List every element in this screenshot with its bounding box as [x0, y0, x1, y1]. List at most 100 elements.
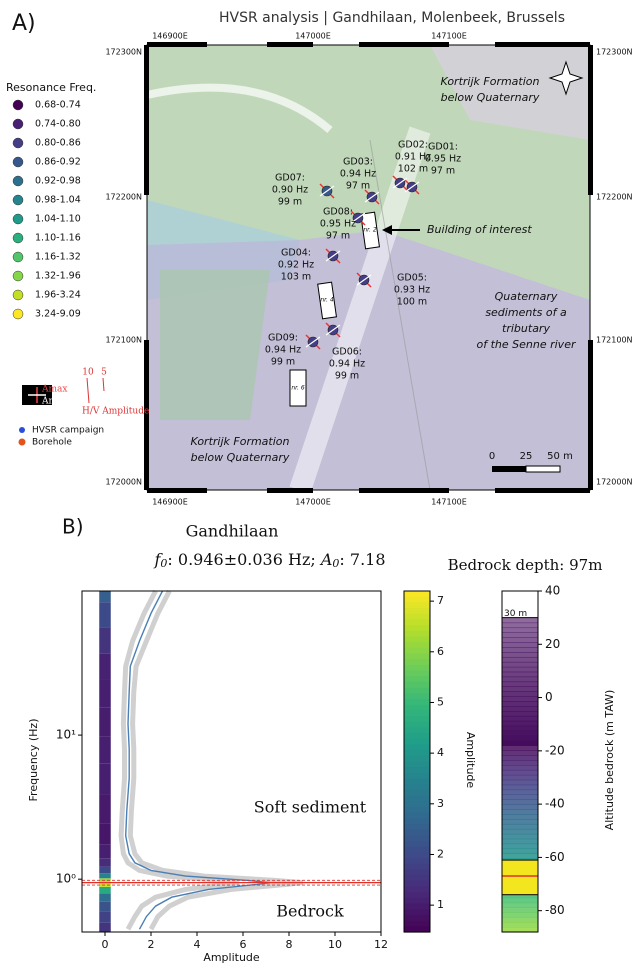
y-tick-label: 1 — [437, 898, 444, 911]
chart-title: Gandhilaan — [186, 522, 279, 541]
depth-fill — [502, 780, 538, 786]
colorbar-cell — [404, 688, 430, 694]
scale-label: 0 — [489, 451, 495, 462]
colorbar-cell — [404, 642, 430, 648]
panel-label: B) — [62, 515, 84, 539]
x-tick-label: 146900E — [152, 32, 188, 41]
colorbar-cell — [404, 875, 430, 881]
depth-fill — [502, 711, 538, 717]
heat-cell — [99, 873, 111, 878]
depth-fill — [502, 642, 538, 648]
station-label: 0.95 Hz — [320, 219, 356, 230]
colorbar-cell — [404, 887, 430, 893]
building-label: nr. 2 — [363, 227, 377, 234]
scale-label: 25 — [520, 451, 533, 462]
colorbar-cell — [404, 659, 430, 665]
colorbar-cell — [404, 841, 430, 847]
depth-fill — [502, 809, 538, 815]
x-tick-label: 12 — [374, 938, 388, 951]
depth-fill — [502, 667, 538, 673]
zone-label: tributary — [502, 322, 550, 335]
x-tick-label: 146900E — [152, 498, 188, 507]
subtitle-part: A — [319, 550, 333, 569]
colorbar-cell — [404, 733, 430, 739]
y-tick-label: -20 — [545, 743, 565, 757]
colorbar-cell — [404, 597, 430, 603]
depth-fill — [502, 716, 538, 722]
legend-swatch — [13, 214, 23, 224]
colorbar-cell — [404, 619, 430, 625]
legend-swatch — [13, 176, 23, 186]
station-label: 103 m — [281, 272, 311, 283]
depth-fill — [502, 775, 538, 781]
depth-fill — [502, 819, 538, 825]
station-label: 0.93 Hz — [394, 285, 430, 296]
zone-label: Kortrijk Formation — [191, 435, 290, 448]
y-tick-label: 4 — [437, 746, 444, 759]
building-label: nr. 4 — [320, 297, 334, 304]
depth-fill — [502, 824, 538, 830]
subtitle-part: : 7.18 — [339, 550, 385, 569]
station-label: GD04: — [281, 248, 311, 259]
depth-fill — [502, 853, 538, 859]
colorbar-cell — [404, 915, 430, 921]
depth-fill — [502, 794, 538, 800]
amp-min: Amin — [41, 397, 66, 407]
x-tick-label: 147000E — [295, 498, 331, 507]
subtitle-part: : 0.946±0.036 Hz; — [167, 550, 320, 569]
y-tick-label: 172100N — [105, 336, 142, 345]
depth-fill — [502, 898, 538, 904]
colorbar-cell — [404, 648, 430, 654]
depth-title: Bedrock depth: 97m — [448, 556, 603, 574]
colorbar-cell — [404, 801, 430, 807]
legend-label: 1.04-1.10 — [35, 214, 81, 225]
colorbar-cell — [404, 631, 430, 637]
colorbar-cell — [404, 762, 430, 768]
x-tick-label: 4 — [194, 938, 201, 951]
heat-cell — [99, 887, 111, 893]
colorbar-cell — [404, 909, 430, 915]
y-tick-label: 2 — [437, 847, 444, 860]
colorbar-cell — [404, 716, 430, 722]
depth-fill — [502, 770, 538, 776]
colorbar-cell — [404, 665, 430, 671]
station-label: 0.92 Hz — [278, 260, 314, 271]
y-tick-label: 172100N — [596, 336, 633, 345]
station-label: 0.94 Hz — [265, 345, 301, 356]
colorbar-cell — [404, 796, 430, 802]
y-tick-label: 172000N — [105, 478, 142, 487]
colorbar-cell — [404, 671, 430, 677]
y-tick-label: 172300N — [596, 48, 633, 57]
depth-fill — [502, 844, 538, 850]
heat-cell — [99, 923, 111, 932]
station-label: GD05: — [397, 273, 427, 284]
y-axis-label: Frequency (Hz) — [27, 719, 40, 802]
annotation: Soft sediment — [254, 798, 367, 817]
heat-cell — [99, 627, 111, 654]
heat-cell — [99, 845, 111, 858]
colorbar-cell — [404, 636, 430, 642]
colorbar-cell — [404, 813, 430, 819]
colorbar-cell — [404, 608, 430, 614]
colorbar-cell — [404, 710, 430, 716]
chart-subtitle: f0: 0.946±0.036 Hz; A0: 7.18 — [153, 550, 385, 571]
colorbar-cell — [404, 784, 430, 790]
colorbar-cell — [404, 750, 430, 756]
depth-fill — [502, 726, 538, 732]
station-label: GD08: — [323, 207, 353, 218]
heat-cell — [99, 764, 111, 795]
depth-fill — [502, 829, 538, 835]
heat-cell — [99, 823, 111, 845]
colorbar-cell — [404, 744, 430, 750]
colorbar-cell — [404, 773, 430, 779]
depth-fill — [502, 627, 538, 633]
legend-label: HVSR campaign — [32, 426, 104, 436]
legend-label: 0.98-1.04 — [35, 195, 81, 206]
x-tick-label: 6 — [240, 938, 247, 951]
depth-fill — [502, 637, 538, 643]
colorbar-cell — [404, 682, 430, 688]
x-tick-label: 147000E — [295, 32, 331, 41]
colorbar-cell — [404, 869, 430, 875]
legend-label: 1.16-1.32 — [35, 252, 81, 263]
depth-fill — [502, 745, 538, 751]
